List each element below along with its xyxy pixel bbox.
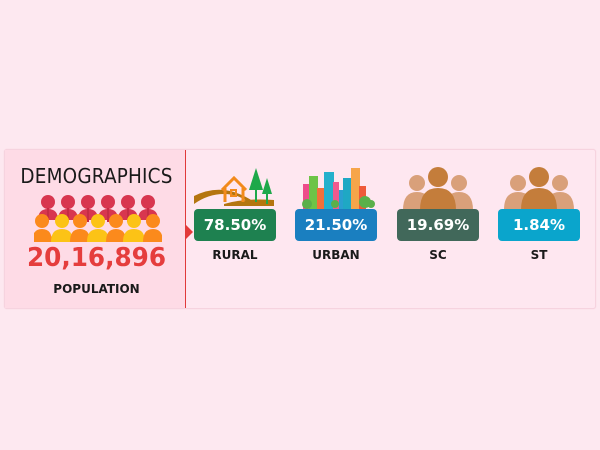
stat-sc: 19.69% SC xyxy=(397,166,479,286)
pointer-arrow-icon xyxy=(186,225,193,239)
people-group-icon xyxy=(403,167,473,210)
demographics-card: DEMOGRAPHICS xyxy=(4,149,596,309)
crowd-icon xyxy=(34,195,162,242)
population-value: 20,16,896 xyxy=(26,243,167,273)
sc-label: SC xyxy=(429,248,447,262)
section-title: DEMOGRAPHICS xyxy=(20,164,173,188)
urban-city-skyline-icon xyxy=(302,168,375,210)
urban-percentage-badge: 21.50% xyxy=(295,209,377,241)
population-label: POPULATION xyxy=(53,282,140,296)
st-label: ST xyxy=(530,248,548,262)
rural-label: RURAL xyxy=(212,248,258,262)
stat-st: 1.84% ST xyxy=(498,166,580,286)
urban-label: URBAN xyxy=(312,248,360,262)
people-group-icon xyxy=(504,167,574,210)
rural-house-trees-icon xyxy=(194,168,274,206)
rural-percentage-badge: 78.50% xyxy=(194,209,276,241)
st-percentage-badge: 1.84% xyxy=(498,209,580,241)
stat-urban: 21.50% URBAN xyxy=(295,166,377,286)
stat-rural: 78.50% RURAL xyxy=(194,166,276,286)
population-panel: DEMOGRAPHICS xyxy=(5,150,186,308)
sc-percentage-badge: 19.69% xyxy=(397,209,479,241)
